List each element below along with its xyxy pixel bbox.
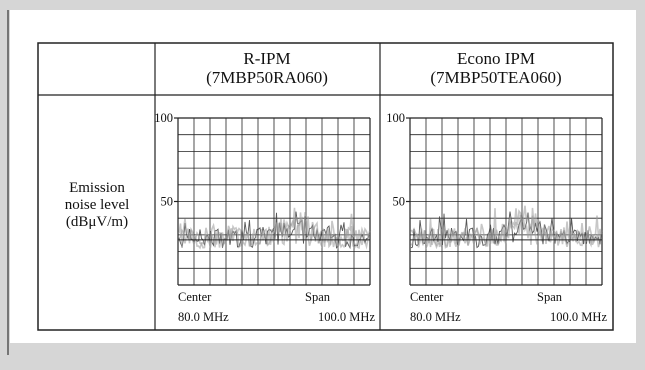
page: {"table": { "columns": [ {"name": "R-IPM…	[0, 0, 645, 365]
column-part: (7MBP50RA060)	[206, 68, 328, 87]
column-name: R-IPM	[243, 49, 290, 68]
center-value: 80.0 MHz	[178, 310, 229, 324]
row-label: noise level	[65, 197, 130, 213]
row-label: (dBμV/m)	[66, 214, 128, 230]
center-label: Center	[410, 290, 444, 304]
y-tick-label: 50	[393, 195, 406, 209]
span-value: 100.0 MHz	[550, 310, 607, 324]
y-tick-label: 100	[386, 111, 405, 125]
center-value: 80.0 MHz	[410, 310, 461, 324]
column-name: Econo IPM	[457, 49, 535, 68]
span-value: 100.0 MHz	[318, 310, 375, 324]
y-tick-label: 100	[154, 111, 173, 125]
span-label: Span	[537, 290, 563, 304]
center-label: Center	[178, 290, 212, 304]
document: R-IPM (7MBP50RA060) Econo IPM (7MBP50TEA…	[0, 0, 645, 365]
column-part: (7MBP50TEA060)	[430, 68, 561, 87]
y-tick-label: 50	[161, 195, 174, 209]
row-label: Emission	[69, 180, 125, 196]
span-label: Span	[305, 290, 331, 304]
